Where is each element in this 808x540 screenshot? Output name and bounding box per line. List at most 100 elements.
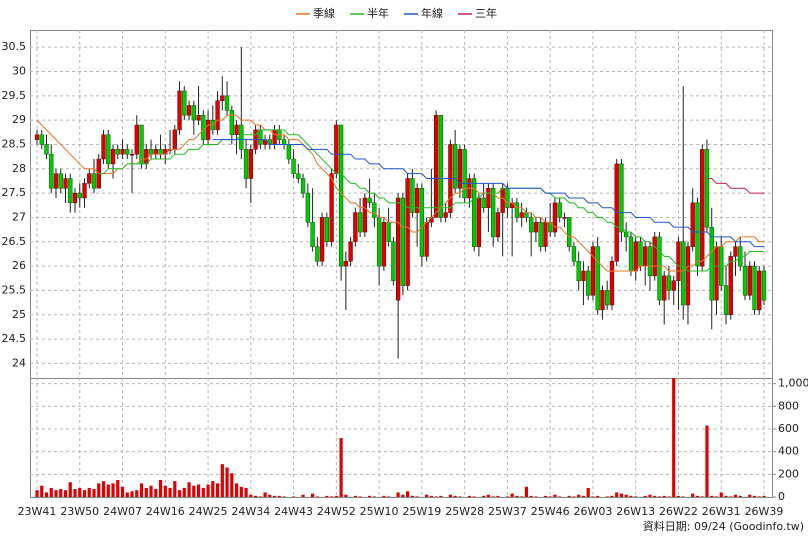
candle-body (139, 124, 144, 165)
candle-body (215, 100, 220, 131)
candle-body (472, 178, 477, 247)
volume-bar (415, 496, 419, 497)
candle-body (72, 192, 78, 204)
volume-bar (111, 483, 115, 497)
candle-body (348, 241, 353, 262)
volume-bar (353, 495, 357, 497)
volume-bar (177, 490, 182, 497)
y2-tick-label: 400 (778, 445, 799, 458)
candle-body (514, 202, 520, 218)
volume-bar (339, 438, 343, 497)
volume-bar (520, 496, 524, 497)
volume-bar (695, 495, 700, 497)
volume-bar (453, 495, 457, 497)
candle-body (481, 197, 486, 208)
candle-body (571, 246, 577, 262)
candle-body (590, 246, 596, 296)
y-tick-label: 27.5 (2, 186, 27, 199)
volume-bar (154, 489, 158, 497)
volume-bar (282, 496, 286, 497)
volume-bar (572, 496, 576, 497)
y-tick-label: 28 (12, 162, 26, 175)
candle-body (305, 192, 310, 223)
candle-body (624, 231, 629, 238)
candle-body (286, 144, 291, 160)
volume-bar (757, 496, 761, 497)
volume-bar (505, 496, 510, 497)
candle-body (681, 241, 686, 306)
candle-body (63, 178, 68, 189)
volume-bar (619, 493, 624, 497)
volume-bar (491, 496, 495, 497)
candle-body (433, 115, 439, 218)
volume-bar (244, 487, 248, 497)
volume-bar (624, 494, 628, 497)
volume-bar (63, 490, 68, 497)
volume-bar (748, 494, 752, 497)
volume-bar (192, 485, 196, 497)
volume-bar (510, 493, 514, 497)
candle-body (239, 124, 244, 150)
volume-bar (106, 484, 110, 497)
volume-bar (662, 495, 666, 497)
candle-body (220, 95, 225, 101)
candle-body (82, 183, 87, 199)
volume-bar (182, 487, 186, 497)
volume-bar (729, 496, 733, 497)
ma-line (212, 139, 764, 248)
candle-body (491, 188, 496, 238)
volume-bar (82, 490, 87, 497)
candle-body (87, 173, 92, 184)
candle-body (315, 246, 320, 262)
candle-body (343, 260, 349, 267)
y-tick-label: 30 (12, 64, 26, 77)
candle-body (757, 270, 762, 311)
candle-body (386, 222, 391, 243)
ma-line (36, 114, 764, 272)
volume-bar (239, 486, 243, 497)
source-note: 資料日期: 09/24 (Goodinfo.tw) (643, 519, 804, 533)
volume-bar (486, 494, 491, 497)
volume-bar (719, 492, 723, 497)
candle-body (229, 110, 234, 135)
candle-body (657, 236, 662, 301)
candle-body (77, 192, 82, 199)
y2-tick-label: 600 (778, 422, 799, 435)
volume-bar (277, 495, 281, 497)
candle-body (747, 265, 752, 296)
volume-bar (40, 485, 44, 497)
candle-body (628, 236, 634, 272)
volume-bar (429, 495, 433, 497)
volume-bar (710, 495, 714, 497)
volume-bar (44, 492, 49, 497)
candle-body (609, 260, 615, 306)
candle-body (605, 290, 610, 306)
volume-bar (310, 493, 315, 497)
candle-body (533, 222, 539, 233)
x-tick-label: 24W07 (103, 505, 142, 518)
candle-body (438, 115, 444, 218)
candle-body (638, 241, 643, 267)
candle-body (581, 270, 586, 281)
candle-body (419, 188, 425, 257)
volume-bar (581, 495, 586, 497)
candle-body (424, 222, 429, 257)
candle-body (338, 124, 344, 267)
volume-bar (372, 496, 376, 497)
y-tick-label: 24.5 (2, 332, 27, 345)
x-tick-label: 25W28 (445, 505, 484, 518)
volume-bar (672, 378, 676, 497)
candle-body (600, 290, 605, 311)
candle-body (91, 173, 97, 189)
volume-bar (49, 487, 53, 497)
volume-bar (215, 483, 220, 497)
volume-bar (144, 487, 148, 497)
legend: 季線 半年 年線 三年 (296, 6, 497, 20)
volume-bar (472, 496, 476, 497)
candle-body (158, 149, 163, 155)
candle-body (49, 153, 54, 189)
volume-bar (54, 490, 58, 497)
volume-bar (648, 494, 652, 497)
volume-bar (135, 490, 139, 497)
volume-bar (139, 483, 144, 497)
